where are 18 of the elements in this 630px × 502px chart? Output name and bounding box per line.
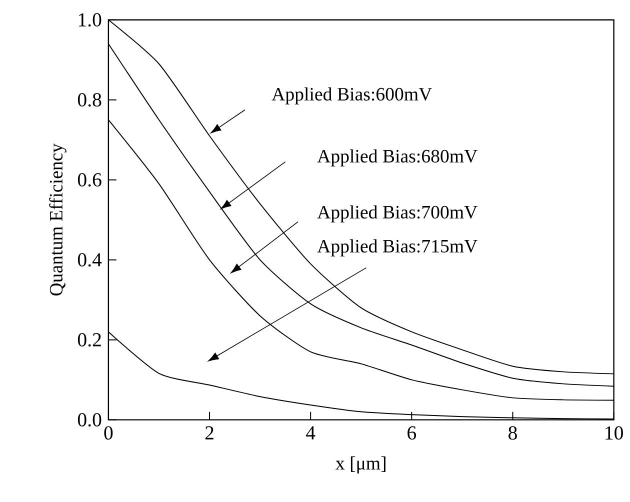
annotation: Applied Bias:600mV [272, 87, 432, 104]
y-tick-label: 0.6 [78, 172, 102, 186]
y-tick-label: 0.2 [78, 332, 101, 346]
y-tick-label: 0.8 [78, 92, 102, 106]
annotation: Applied Bias:700mV [317, 205, 478, 222]
y-tick-label: 0.4 [78, 252, 102, 266]
x-axis-title: x [μm] [336, 456, 386, 474]
x-tick-label: 10 [606, 426, 623, 440]
y-tick-label: 0.0 [78, 412, 102, 426]
x-tick-label: 2 [205, 426, 214, 440]
x-tick-label: 8 [508, 426, 517, 440]
annotation: Applied Bias:680mV [317, 149, 478, 166]
x-tick-label: 6 [408, 426, 416, 440]
y-axis-title: Quantum Efficiency [49, 143, 66, 296]
x-tick-label: 0 [104, 426, 113, 440]
y-tick-label: 1.0 [78, 12, 102, 26]
x-tick-label: 4 [306, 426, 316, 440]
annotation: Applied Bias:715mV [317, 239, 478, 256]
